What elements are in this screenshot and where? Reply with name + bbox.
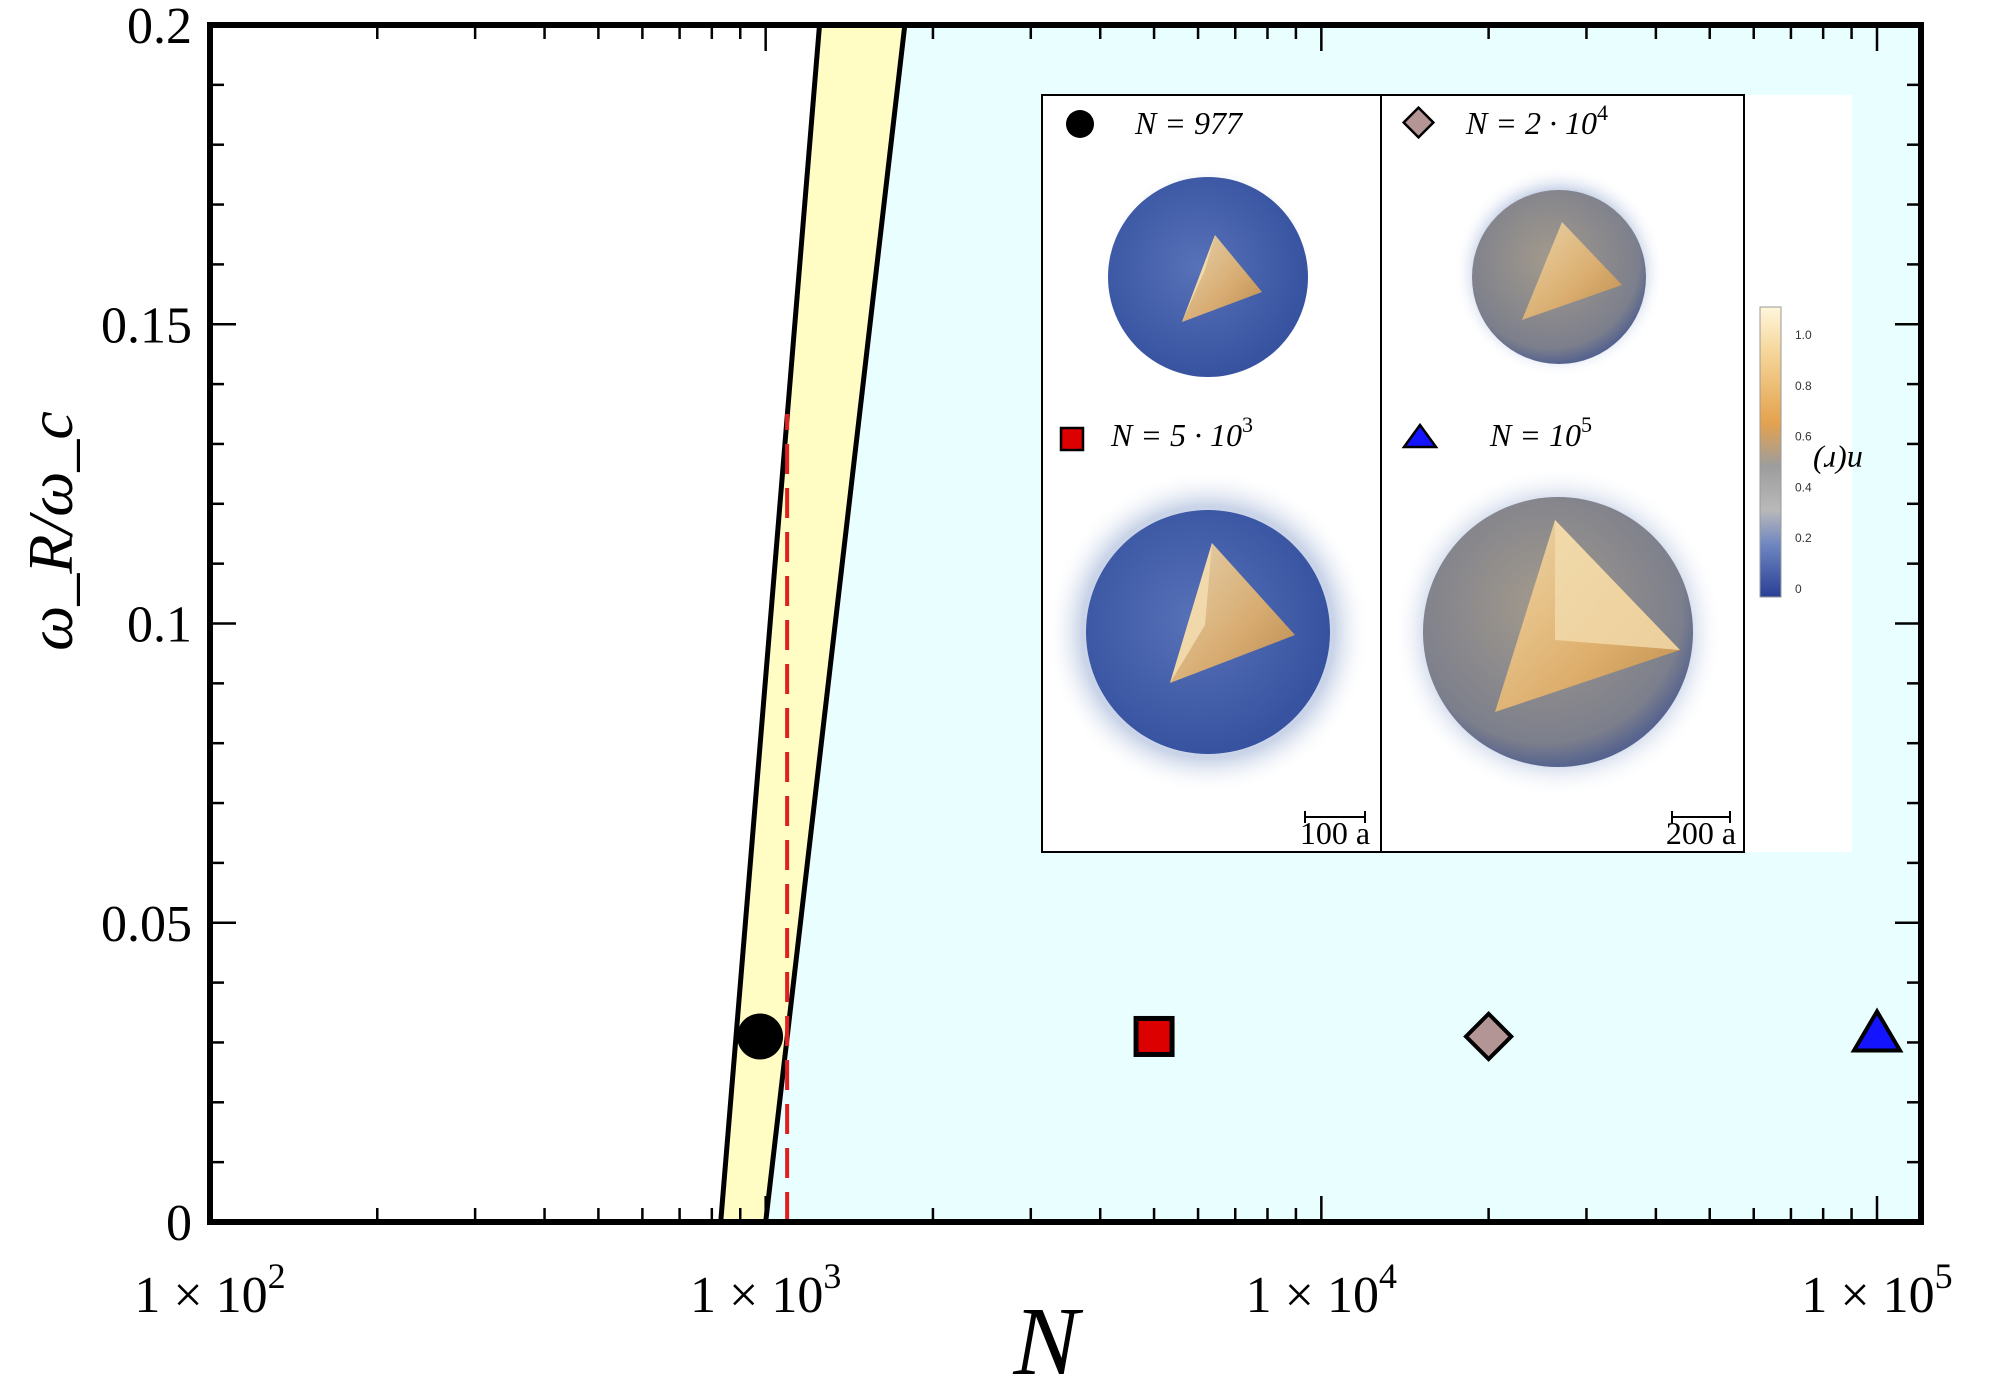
y-tick-labels: 0 0.05 0.1 0.15 0.2 bbox=[101, 0, 192, 1252]
inset-label-n977: N = 977 bbox=[1134, 105, 1244, 141]
inset-square-marker bbox=[1059, 426, 1085, 452]
inset-panel-n977 bbox=[1103, 167, 1313, 377]
colorbar-tick-label: 0.4 bbox=[1795, 480, 1812, 494]
x-tick-labels: 1 × 102 1 × 103 1 × 104 1 × 105 bbox=[134, 1256, 1952, 1324]
scale-bar-100a: 100 a bbox=[1300, 811, 1370, 851]
scale-bar-200a: 200 a bbox=[1666, 811, 1736, 851]
data-point-square bbox=[1133, 1015, 1175, 1057]
inset-label-n20000: N = 2 · 104 bbox=[1465, 100, 1608, 141]
inset-panel-n100000 bbox=[1393, 467, 1723, 797]
inset-triangle-marker bbox=[1401, 422, 1439, 449]
scale-bar-label: 200 a bbox=[1666, 815, 1736, 851]
colorbar-tick-label: 1.0 bbox=[1795, 328, 1812, 342]
inset-circle-marker bbox=[1066, 110, 1094, 138]
x-tick-label: 1 × 103 bbox=[690, 1256, 841, 1324]
y-tick-label: 0 bbox=[166, 1195, 192, 1252]
colorbar-tick-label: 0.8 bbox=[1795, 379, 1812, 393]
inset-diamond-marker bbox=[1401, 105, 1436, 140]
colorbar-tick-label: 0.6 bbox=[1795, 430, 1812, 444]
y-tick-label: 0.1 bbox=[127, 597, 192, 654]
colorbar-title: n(r) bbox=[1813, 445, 1863, 481]
x-tick-label: 1 × 104 bbox=[1246, 1256, 1397, 1324]
colorbar-tick-label: 0.2 bbox=[1795, 531, 1812, 545]
left-boundary-line bbox=[718, 24, 823, 1223]
inset-panel-n5000 bbox=[1046, 470, 1370, 794]
y-tick-label: 0.15 bbox=[101, 297, 192, 354]
data-point-circle bbox=[737, 1013, 784, 1060]
data-markers bbox=[737, 1007, 1904, 1062]
y-axis-title: ω_R/ω_c bbox=[15, 411, 86, 651]
colorbar: 0 0.2 0.4 0.6 0.8 1.0 n(r) bbox=[1759, 306, 1863, 598]
inset-density-panels: N = 977 N = 2 · 104 N = 5 · 103 N = 105 … bbox=[1041, 94, 1863, 853]
inset-panel-n20000 bbox=[1454, 167, 1664, 377]
inset-label-n100000: N = 105 bbox=[1489, 412, 1592, 453]
plot-frame bbox=[207, 22, 1924, 1225]
x-tick-label: 1 × 105 bbox=[1801, 1256, 1952, 1324]
colorbar-tick-label: 0 bbox=[1795, 582, 1802, 596]
y-tick-label: 0.05 bbox=[101, 896, 192, 953]
x-axis-title: N bbox=[1012, 1288, 1083, 1386]
data-point-diamond bbox=[1463, 1011, 1515, 1062]
data-point-triangle bbox=[1850, 1007, 1904, 1053]
x-tick-label: 1 × 102 bbox=[134, 1256, 285, 1324]
inset-label-n5000: N = 5 · 103 bbox=[1110, 412, 1253, 453]
transition-band-region bbox=[720, 25, 905, 1222]
scale-bar-label: 100 a bbox=[1300, 815, 1370, 851]
y-tick-label: 0.2 bbox=[127, 0, 192, 55]
